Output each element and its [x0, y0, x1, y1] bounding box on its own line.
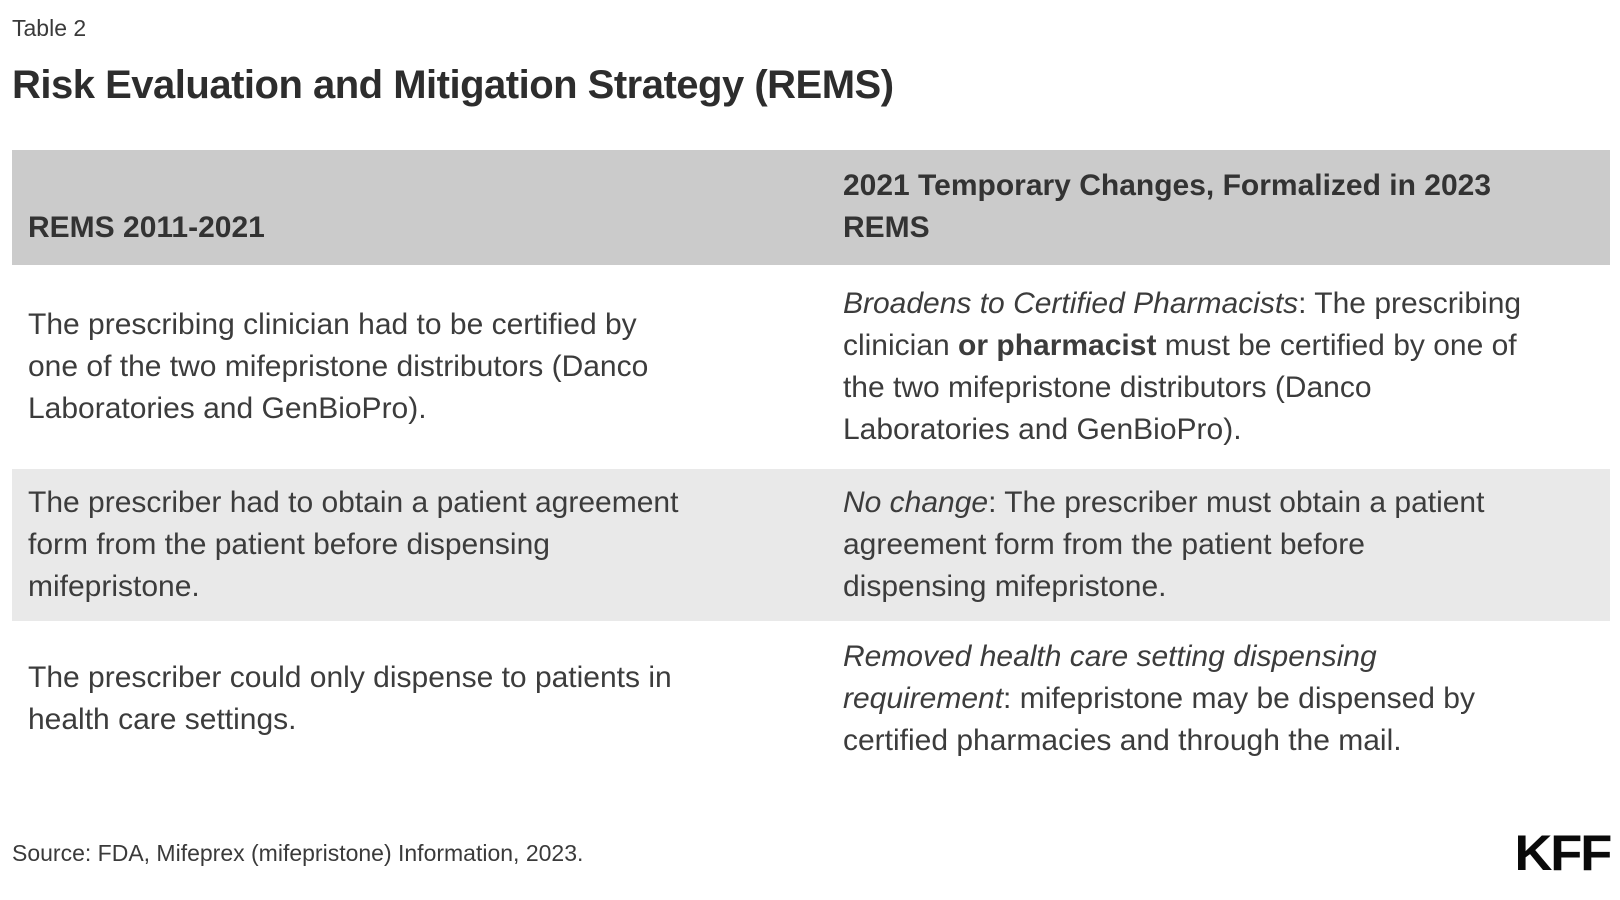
- cell-text: : mifepristone may be dispensed by certi…: [842, 682, 1475, 757]
- cell-text: must be certified by one of the two mife…: [842, 329, 1517, 446]
- table-number-label: Table 2: [12, 15, 87, 41]
- table-row: The prescriber had to obtain a patient a…: [12, 469, 1610, 621]
- cell-italic-lead: Broadens to Certified Pharmacists: [842, 287, 1299, 320]
- column-header-rems-2011-2021: REMS 2011-2021: [12, 150, 827, 265]
- cell-old-rems-certification: The prescribing clinician had to be cert…: [12, 265, 827, 469]
- header-row: REMS 2011-2021 2021 Temporary Changes, F…: [12, 150, 1610, 265]
- source-note: Source: FDA, Mifeprex (mifepristone) Inf…: [12, 840, 584, 866]
- cell-old-rems-dispensing: The prescriber could only dispense to pa…: [12, 621, 827, 777]
- table-row: The prescribing clinician had to be cert…: [12, 265, 1610, 469]
- cell-old-rems-agreement-form: The prescriber had to obtain a patient a…: [12, 469, 827, 621]
- cell-new-rems-certification: Broadens to Certified Pharmacists: The p…: [826, 265, 1610, 469]
- cell-italic-lead: No change: [842, 486, 989, 519]
- cell-bold-text: or pharmacist: [958, 329, 1157, 362]
- page-title: Risk Evaluation and Mitigation Strategy …: [12, 63, 894, 107]
- rems-comparison-table: REMS 2011-2021 2021 Temporary Changes, F…: [12, 150, 1610, 777]
- cell-new-rems-dispensing: Removed health care setting dispensing r…: [826, 621, 1610, 777]
- cell-text: : The prescriber must obtain a patient a…: [842, 486, 1485, 603]
- table-row: The prescriber could only dispense to pa…: [12, 621, 1610, 777]
- kff-logo: KFF: [1514, 825, 1612, 881]
- cell-new-rems-agreement-form: No change: The prescriber must obtain a …: [826, 469, 1610, 621]
- column-header-2021-temporary-changes: 2021 Temporary Changes, Formalized in 20…: [826, 150, 1610, 265]
- cell-italic-lead: Removed health care setting dispensing r…: [842, 640, 1377, 715]
- cell-text: : The prescribing clinician: [842, 287, 1522, 362]
- footer: Source: FDA, Mifeprex (mifepristone) Inf…: [12, 825, 1612, 881]
